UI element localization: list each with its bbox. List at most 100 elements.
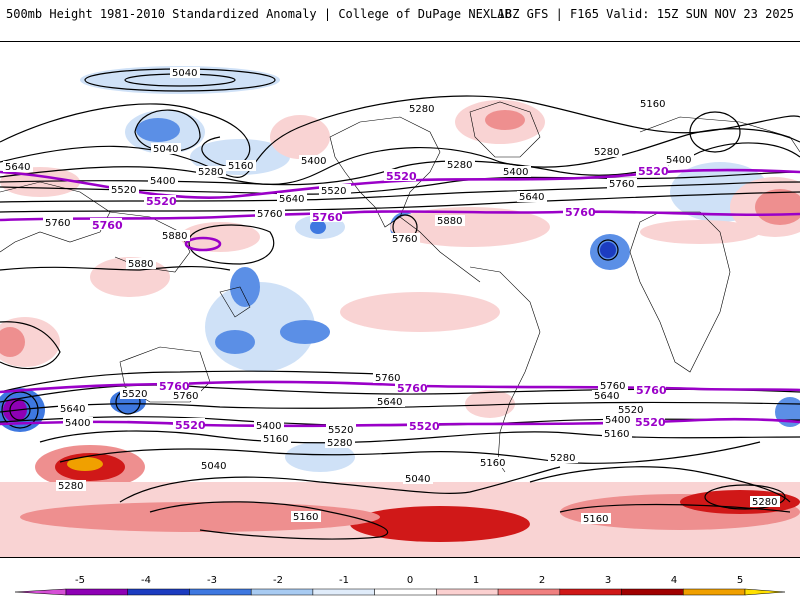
purple-contour-5520-south: [0, 417, 800, 428]
label-5160-antarctic-east: 5160: [583, 514, 608, 525]
label-5760-south-atlantic: 5760: [600, 381, 625, 392]
label-5520-pacific-black: 5520: [321, 186, 346, 197]
label-5760-south-indian: 5760: [173, 391, 198, 402]
label-5880-pacific: 5880: [162, 231, 187, 242]
colorbar-tick-label: 1: [473, 575, 479, 586]
label-5400-asia: 5400: [150, 176, 175, 187]
label-5400-south-pacific: 5400: [256, 421, 281, 432]
colorbar-segment: [189, 588, 252, 596]
label-5400-south-atlantic: 5400: [605, 415, 630, 426]
label-5640-pacific: 5640: [279, 194, 304, 205]
label-5280-na: 5280: [447, 160, 472, 171]
purple-label-5760-atlantic: 5760: [565, 206, 596, 219]
colorbar-tick-label: -5: [75, 575, 85, 586]
colorbar-segment: [14, 588, 67, 596]
label-5160-south-atlantic: 5160: [604, 429, 629, 440]
purple-label-5520-europe: 5520: [638, 165, 669, 178]
label-5520-south-pacific: 5520: [328, 425, 353, 436]
purple-label-5760-south-pacific: 5760: [397, 382, 428, 395]
label-5520-asia: 5520: [111, 185, 136, 196]
colorbar-svg: -5 -4 -3 -2 -1 0 1 2 3 4 5: [14, 575, 786, 596]
anomaly-shading: [0, 66, 800, 557]
colorbar-segment: [127, 588, 190, 596]
purple-label-5760-south-atlantic: 5760: [636, 384, 667, 397]
label-5640-south-indian: 5640: [60, 404, 85, 415]
label-5760-mexico: 5760: [392, 234, 417, 245]
purple-label-5760-south-indian: 5760: [159, 380, 190, 393]
label-5280-atlantic: 5280: [594, 147, 619, 158]
label-5040-south-pacific: 5040: [405, 474, 430, 485]
purple-label-5520-na: 5520: [386, 170, 417, 183]
purple-contour-labels: 5520 5520 5520 5520 5760 5760 5760 5760 …: [90, 164, 669, 433]
colorbar-tick-label: 4: [671, 575, 677, 586]
anomaly-map: 5040 5040 5160 5280 5280 5160 5280 5400 …: [0, 41, 800, 558]
label-5280-arctic: 5280: [409, 104, 434, 115]
colorbar-segment: [374, 588, 437, 596]
colorbar: -5 -4 -3 -2 -1 0 1 2 3 4 5: [0, 566, 800, 600]
colorbar-tick-label: -2: [273, 575, 283, 586]
purple-contour-5760-north: [0, 210, 800, 222]
label-5760-atlantic: 5760: [609, 179, 634, 190]
colorbar-segment: [744, 588, 786, 596]
purple-label-5520-south-indian: 5520: [175, 419, 206, 432]
label-5280-pacific: 5280: [198, 167, 223, 178]
label-5760-west: 5760: [45, 218, 70, 229]
black-contour-labels: 5040 5040 5160 5280 5280 5160 5280 5400 …: [3, 67, 780, 525]
colorbar-tick-label: 3: [605, 575, 611, 586]
label-5880-asia: 5880: [128, 259, 153, 270]
label-5400-south-indian: 5400: [65, 418, 90, 429]
purple-label-5520-south-atlantic: 5520: [635, 416, 666, 429]
purple-label-5520-pacific: 5520: [146, 195, 177, 208]
label-5640-south-pacific: 5640: [377, 397, 402, 408]
label-5640-south-atlantic: 5640: [594, 391, 619, 402]
label-5520-south-atlantic: 5520: [618, 405, 643, 416]
label-5040-south-indian: 5040: [201, 461, 226, 472]
header: 500mb Height 1981-2010 Standardized Anom…: [0, 0, 800, 40]
label-5400-pacific: 5400: [301, 156, 326, 167]
label-5520-south-indian: 5520: [122, 389, 147, 400]
map-canvas: 5040 5040 5160 5280 5280 5160 5280 5400 …: [0, 66, 800, 557]
height-contours: [0, 68, 800, 540]
colorbar-segment: [436, 588, 499, 596]
colorbar-segment: [65, 588, 128, 596]
purple-label-5520-south-pacific: 5520: [409, 420, 440, 433]
label-5400-europe: 5400: [666, 155, 691, 166]
colorbar-segment: [621, 588, 684, 596]
colorbar-tick-label: -4: [141, 575, 151, 586]
label-5760-pacific: 5760: [257, 209, 282, 220]
label-5160-antarctic: 5160: [293, 512, 318, 523]
colorbar-segment: [559, 588, 622, 596]
colorbar-segments: [14, 588, 786, 596]
colorbar-ticks: -5 -4 -3 -2 -1 0 1 2 3 4 5: [75, 575, 743, 586]
label-5760-south-pacific: 5760: [375, 373, 400, 384]
colorbar-segment: [250, 588, 314, 596]
valid-time: 18Z GFS | F165 Valid: 15Z SUN NOV 23 202…: [497, 7, 794, 21]
colorbar-tick-label: 2: [539, 575, 545, 586]
label-5280-far-east: 5280: [752, 497, 777, 508]
colorbar-tick-label: -1: [339, 575, 349, 586]
label-5160-arctic: 5160: [640, 99, 665, 110]
colorbar-segment: [312, 588, 375, 596]
purple-label-5760-pacific: 5760: [312, 211, 343, 224]
label-5400-na: 5400: [503, 167, 528, 178]
label-5160-south-pacific: 5160: [263, 434, 288, 445]
purple-contour-5880: [184, 236, 222, 252]
map-title: 500mb Height 1981-2010 Standardized Anom…: [6, 7, 512, 21]
label-5640-west: 5640: [5, 162, 30, 173]
label-5160-south-central: 5160: [480, 458, 505, 469]
label-5040-north: 5040: [172, 68, 197, 79]
label-5160-pacific: 5160: [228, 161, 253, 172]
label-5880-gulf: 5880: [437, 216, 462, 227]
coastlines: [0, 101, 800, 473]
label-5280-south-pacific: 5280: [327, 438, 352, 449]
label-5640-atlantic: 5640: [519, 192, 544, 203]
purple-label-5760-asia: 5760: [92, 219, 123, 232]
label-5280-south-atlantic: 5280: [550, 453, 575, 464]
label-5280-south-indian: 5280: [58, 481, 83, 492]
colorbar-tick-label: 5: [737, 575, 743, 586]
colorbar-segment: [683, 588, 746, 596]
label-5040-pacific: 5040: [153, 144, 178, 155]
colorbar-tick-label: 0: [407, 575, 413, 586]
colorbar-segment: [497, 588, 561, 596]
purple-contour-5520-north: [0, 168, 800, 199]
